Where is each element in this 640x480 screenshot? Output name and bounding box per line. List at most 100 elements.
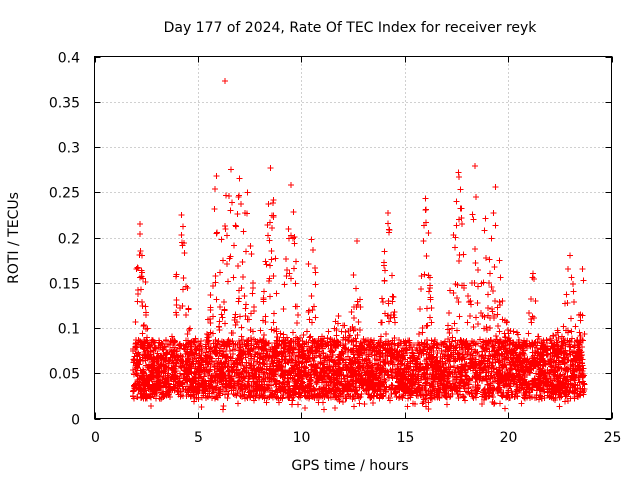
data-point xyxy=(562,367,569,374)
data-point xyxy=(382,388,389,395)
data-point xyxy=(496,372,503,379)
data-point xyxy=(315,339,322,346)
data-point xyxy=(570,367,577,374)
data-point xyxy=(250,328,257,335)
data-point xyxy=(228,330,235,337)
data-point xyxy=(367,339,374,346)
data-point xyxy=(231,346,238,352)
data-point xyxy=(258,379,265,386)
data-point xyxy=(261,387,268,394)
data-point xyxy=(439,358,446,365)
data-point xyxy=(172,363,179,370)
data-point xyxy=(207,329,214,336)
data-point xyxy=(262,392,269,399)
data-point xyxy=(184,330,191,337)
data-point xyxy=(548,362,555,368)
data-point xyxy=(310,357,317,364)
data-point xyxy=(224,364,231,370)
data-point xyxy=(316,386,323,393)
data-point xyxy=(465,344,472,351)
data-point xyxy=(387,347,394,354)
data-point xyxy=(574,342,581,349)
data-point xyxy=(280,356,287,363)
data-point xyxy=(191,351,198,358)
data-point xyxy=(346,382,352,389)
data-point xyxy=(472,394,479,401)
data-point xyxy=(375,383,382,390)
data-point xyxy=(506,383,513,389)
data-point xyxy=(473,314,480,321)
data-point xyxy=(520,347,527,354)
data-point xyxy=(236,359,243,366)
data-point xyxy=(278,350,285,356)
data-point xyxy=(306,316,313,323)
data-point xyxy=(271,357,278,364)
data-point xyxy=(568,381,575,388)
data-point xyxy=(296,389,303,396)
data-point xyxy=(319,379,326,386)
data-point xyxy=(484,358,491,365)
data-point xyxy=(574,337,581,343)
data-point xyxy=(502,369,509,376)
data-point xyxy=(516,368,523,375)
data-point xyxy=(403,383,410,390)
data-point xyxy=(177,340,184,347)
data-point xyxy=(565,353,572,360)
data-point xyxy=(207,307,214,314)
data-point xyxy=(213,229,220,236)
data-point xyxy=(484,304,491,311)
data-point xyxy=(228,199,235,206)
data-point xyxy=(488,392,495,398)
data-point xyxy=(249,290,256,297)
data-point xyxy=(266,352,273,359)
data-point xyxy=(536,371,543,378)
data-point xyxy=(265,278,272,285)
data-point xyxy=(183,283,190,290)
data-point xyxy=(409,350,416,357)
data-point xyxy=(307,333,314,340)
data-point xyxy=(486,324,493,331)
data-point xyxy=(452,337,459,344)
data-point xyxy=(180,223,187,230)
data-point xyxy=(471,354,477,361)
data-point xyxy=(221,222,228,229)
data-point xyxy=(285,375,292,382)
data-point xyxy=(332,345,339,352)
data-point xyxy=(280,331,287,338)
data-point xyxy=(579,344,586,350)
data-point xyxy=(496,298,503,305)
data-point xyxy=(156,384,163,391)
data-point xyxy=(340,365,347,371)
data-point xyxy=(507,337,514,344)
data-point xyxy=(454,327,461,334)
data-point xyxy=(461,367,468,373)
data-point xyxy=(548,340,555,347)
data-point xyxy=(570,288,577,295)
data-point xyxy=(467,297,474,304)
data-point xyxy=(227,348,233,354)
data-point xyxy=(230,363,237,370)
data-point xyxy=(147,394,154,401)
data-point xyxy=(313,381,320,388)
data-point xyxy=(565,366,572,373)
data-point xyxy=(139,330,146,337)
data-point xyxy=(248,250,255,257)
data-point xyxy=(273,344,280,351)
data-point xyxy=(368,338,375,345)
data-point xyxy=(199,394,206,401)
data-point xyxy=(494,311,501,318)
data-point xyxy=(384,313,391,319)
data-point xyxy=(421,222,428,229)
data-point xyxy=(503,374,510,381)
data-point xyxy=(308,377,315,383)
data-point xyxy=(560,371,567,378)
data-point xyxy=(300,347,307,354)
data-point xyxy=(337,356,343,363)
data-point xyxy=(299,387,306,394)
data-point xyxy=(135,291,141,297)
data-point xyxy=(474,266,481,273)
data-point xyxy=(428,319,435,326)
data-point xyxy=(202,385,209,392)
data-point xyxy=(290,208,297,215)
